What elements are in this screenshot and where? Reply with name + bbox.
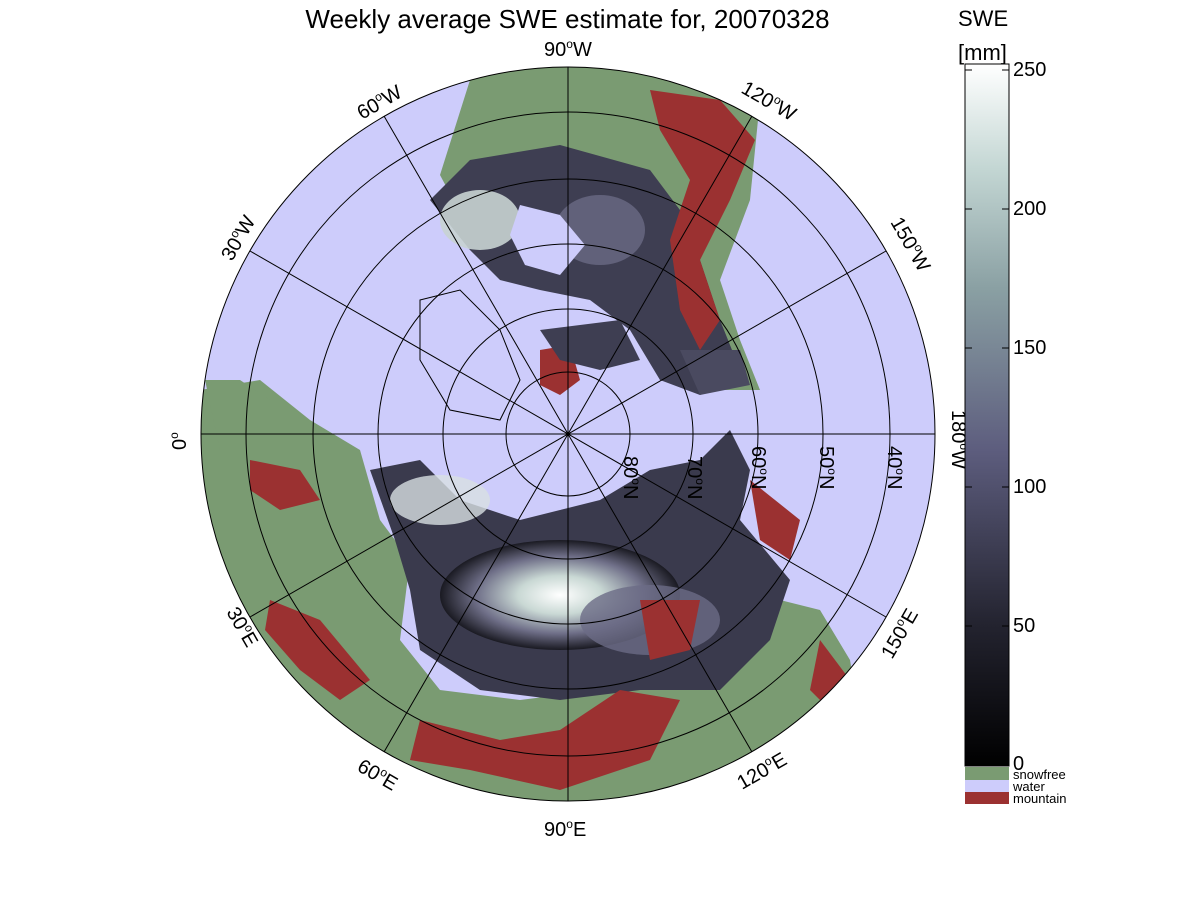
colorbar-tick-100: 100 xyxy=(1013,476,1047,498)
legend-label-snowfree: snowfree xyxy=(1013,767,1066,782)
lon-label-0: 0o xyxy=(167,432,191,450)
legend-label-mountain: mountain xyxy=(1013,791,1067,806)
colorbar-tick-200: 200 xyxy=(1013,198,1047,220)
legend-label-water: water xyxy=(1013,779,1045,794)
colorbar-tick-0: 0 xyxy=(1013,753,1025,775)
lon-label-60e: 60oE xyxy=(354,754,403,796)
latitude-labels: 80oN 70oN 60oN 50oN 40oN xyxy=(619,446,907,499)
lat-label-60n: 60oN xyxy=(747,446,771,489)
lon-label-180w: 180oW xyxy=(947,410,971,469)
lon-label-90e: 90oE xyxy=(544,817,586,841)
lon-label-90w: 90oW xyxy=(544,37,592,61)
map-disk xyxy=(201,67,935,801)
legend-swatch-water xyxy=(965,780,1009,792)
colorbar-title: SWE xyxy=(958,6,1009,31)
mountain-central-asia xyxy=(410,690,680,790)
colorbar-tick-250: 250 xyxy=(1013,59,1047,81)
colorbar xyxy=(964,63,1010,804)
hudson-bay xyxy=(510,205,585,275)
eurasia-snowfree xyxy=(201,380,860,801)
lat-label-40n: 40oN xyxy=(883,446,907,489)
legend-swatch-mountain xyxy=(965,792,1009,804)
map-title: Weekly average SWE estimate for, 2007032… xyxy=(305,4,830,34)
colorbar-tick-50: 50 xyxy=(1013,615,1036,637)
colorbar-tick-150: 150 xyxy=(1013,337,1047,359)
colorbar-unit: [mm] xyxy=(958,40,1007,65)
lat-label-80n: 80oN xyxy=(619,456,643,499)
colorbar-ticks xyxy=(965,69,1009,766)
colorbar-gradient xyxy=(964,63,1010,767)
greenland xyxy=(419,289,521,421)
map-grid xyxy=(200,66,936,802)
meridian-150w xyxy=(249,250,887,618)
legend-swatch-snowfree xyxy=(965,767,1009,780)
lat-label-50n: 50oN xyxy=(815,446,839,489)
lat-label-70n: 70oN xyxy=(683,456,707,499)
